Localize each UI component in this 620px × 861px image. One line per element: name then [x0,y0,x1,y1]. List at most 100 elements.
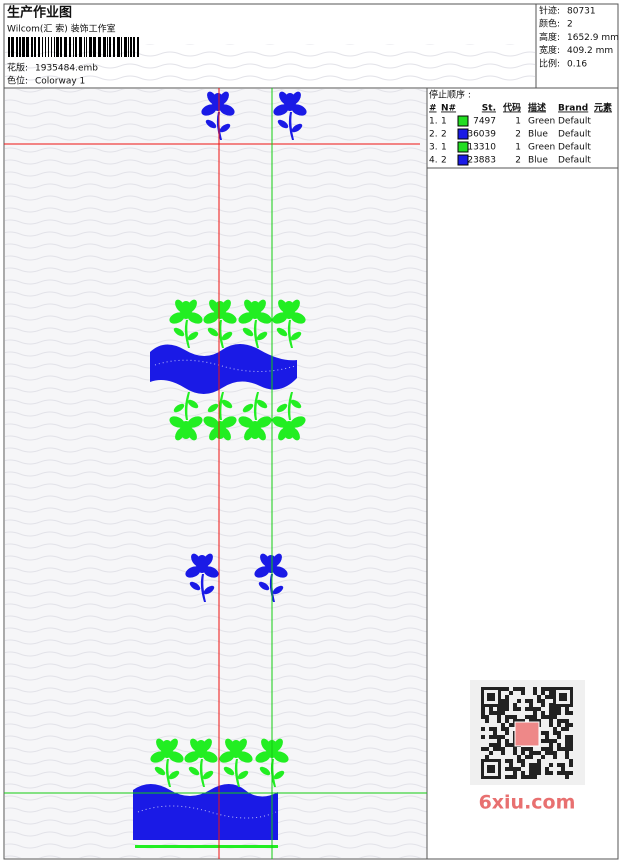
qr-cell [561,767,565,771]
qr-cell [557,719,561,723]
qr-cell [493,711,497,715]
qr-cell [541,739,545,743]
qr-cell [541,755,545,759]
qr-finder [487,765,495,773]
qr-cell [565,735,569,739]
qr-cell [513,771,517,775]
bar-stripe [109,37,111,57]
bar-stripe [45,37,46,57]
qr-finder [487,693,495,701]
qr-cell [501,747,505,751]
column-header: N# [441,104,456,114]
qr-cell [485,747,489,751]
qr-cell [497,707,501,711]
color-swatch [457,141,469,153]
qr-cell [505,715,509,719]
bar-stripe [79,37,82,57]
qr-cell [517,707,521,711]
qr-cell [509,715,513,719]
stat-value: 1652.9 mm [567,33,619,43]
design-pattern [5,89,427,858]
qr-cell [493,731,497,735]
qr-cell [553,755,557,759]
qr-cell [557,771,561,775]
qr-cell [517,687,521,691]
qr-cell [517,755,521,759]
qr-cell [565,711,569,715]
qr-cell [493,727,497,731]
qr-cell [569,723,573,727]
column-header: 代码 [502,102,521,114]
qr-cell [513,703,517,707]
qr-cell [529,771,533,775]
qr-cell [497,715,501,719]
stat-label: 针迹: [539,5,560,17]
qr-cell [481,715,485,719]
color-swatch [457,128,469,140]
qr-cell [521,751,525,755]
qr-cell [501,703,505,707]
qr-cell [517,759,521,763]
qr-cell [533,691,537,695]
qr-cell [565,755,569,759]
qr-cell [529,751,533,755]
bar-stripe [22,37,25,57]
stat-value: 409.2 mm [567,46,613,56]
qr-cell [493,735,497,739]
qr-cell [493,743,497,747]
bar-stripe [107,37,108,57]
bar-stripe [54,37,55,57]
qr-cell [525,715,529,719]
stats: 针迹: 80731 颜色: 2 高度: 1652.9 mm 宽度: 409.2 mm 比例: 0.… [539,5,619,70]
qr-cell [549,739,553,743]
qr-cell [565,771,569,775]
qr-cell [541,715,545,719]
qr-cell [501,711,505,715]
color-swatch [457,115,469,127]
qr-cell [533,711,537,715]
bar-stripe [124,37,127,57]
bar-stripe [31,37,33,57]
qr-cell [513,747,517,751]
bar-stripe [60,37,62,57]
qr-cell [533,751,537,755]
qr-cell [509,775,513,779]
row-needle: 1 [441,117,447,127]
band [133,784,278,840]
stop-table: 停止顺序 :# N# St. 代码 描述 Brand 元素1. 1 7497 1 Green Defa… [429,89,612,166]
qr-cell [513,719,517,723]
qr-cell [505,731,509,735]
column-header: St. [482,104,496,114]
qr-cell [569,735,573,739]
qr-cell [505,695,509,699]
qr-cell [509,691,513,695]
qr-cell [549,743,553,747]
qr-cell [509,759,513,763]
qr-cell [565,719,569,723]
stat-value: 80731 [567,7,596,17]
bar-stripe [19,37,21,57]
row-needle: 1 [441,143,447,153]
qr-cell [517,767,521,771]
qr-cell [517,719,521,723]
row-stitches: 36039 [467,130,496,140]
qr-cell [557,735,561,739]
qr-cell [545,731,549,735]
stat-label: 比例: [539,57,560,69]
row-needle: 2 [441,130,447,140]
qr-cell [565,739,569,743]
row-desc: Green [528,117,555,127]
row-brand: Default [558,130,591,140]
row-index: 2. [429,130,438,140]
qr-cell [521,747,525,751]
bar-stripe [98,37,101,57]
field-value: 1935484.emb [35,64,98,74]
qr-cell [553,707,557,711]
bar-stripe [86,37,87,57]
qr-cell [501,735,505,739]
qr-cell [513,767,517,771]
qr-cell [525,775,529,779]
qr-cell [549,687,553,691]
design-green [135,297,308,848]
qr-cell [545,767,549,771]
